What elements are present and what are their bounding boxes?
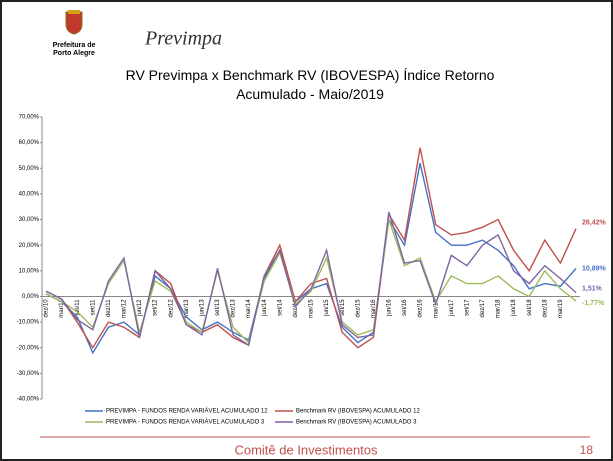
x-tick-label: mar/19	[558, 299, 564, 318]
legend-label: PREVIMPA - FUNDOS RENDA VARIÁVEL ACUMULA…	[106, 408, 268, 415]
y-tick-label: 40,00%	[19, 191, 40, 197]
x-tick-label: dez/18	[542, 299, 548, 318]
y-tick-label: -40,00%	[17, 397, 40, 403]
x-tick-label: mar/14	[246, 299, 252, 318]
legend-label: Benchmark RV (IBOVESPA) ACUMULADO 3	[296, 420, 417, 426]
y-tick-label: 0,00%	[22, 294, 40, 300]
end-label: 10,89%	[582, 265, 607, 272]
series-line	[45, 162, 577, 355]
x-tick-label: mar/15	[309, 299, 315, 318]
x-tick-label: jun/11	[75, 299, 81, 317]
x-tick-label: mar/17	[433, 299, 439, 318]
x-tick-label: dez/17	[480, 299, 486, 318]
end-label: -1,77%	[582, 300, 605, 307]
y-tick-label: 60,00%	[19, 140, 40, 146]
x-tick-label: jun/15	[324, 299, 330, 317]
y-tick-label: -20,00%	[17, 345, 40, 351]
x-tick-label: set/13	[215, 299, 221, 316]
y-tick-label: 10,00%	[19, 268, 40, 274]
x-tick-label: mar/16	[371, 299, 377, 318]
x-tick-label: dez/13	[231, 299, 237, 318]
x-tick-label: set/16	[402, 299, 408, 316]
x-tick-label: dez/11	[106, 299, 112, 317]
x-tick-label: jun/16	[387, 299, 393, 317]
y-tick-label: 20,00%	[19, 243, 40, 249]
series-line	[45, 147, 577, 350]
logo-text: Porto Alegre	[53, 50, 95, 57]
y-tick-label: -10,00%	[17, 320, 40, 326]
x-tick-label: dez/10	[44, 299, 50, 318]
x-tick-label: dez/15	[355, 299, 361, 318]
x-tick-label: jun/14	[262, 299, 268, 317]
y-tick-label: 30,00%	[19, 217, 40, 223]
series-line	[45, 211, 577, 347]
x-tick-label: jun/18	[511, 299, 517, 317]
page-number: 18	[580, 443, 594, 457]
x-tick-label: dez/12	[168, 299, 174, 318]
x-tick-label: set/12	[153, 299, 159, 316]
x-tick-label: dez/16	[418, 299, 424, 318]
brand: Previmpa	[144, 28, 222, 50]
footer-text: Comitê de Investimentos	[234, 442, 378, 457]
legend-label: Benchmark RV (IBOVESPA) ACUMULADO 12	[296, 409, 420, 415]
x-tick-label: set/18	[527, 299, 533, 316]
x-tick-label: mar/11	[59, 299, 65, 318]
x-tick-label: jun/12	[137, 299, 143, 317]
x-tick-label: mar/12	[122, 299, 128, 318]
chart-title: RV Previmpa x Benchmark RV (IBOVESPA) Ín…	[125, 67, 495, 102]
logo-shield	[65, 11, 83, 35]
x-tick-label: jun/13	[199, 299, 205, 317]
x-tick-label: set/15	[340, 299, 346, 316]
x-tick-label: jun/17	[449, 299, 455, 317]
x-tick-label: mar/13	[184, 299, 190, 318]
x-tick-label: mar/18	[496, 299, 502, 318]
logo-text: Prefeitura de	[53, 42, 96, 49]
x-tick-label: set/17	[464, 299, 470, 316]
end-label: 1,51%	[582, 285, 603, 292]
x-tick-label: set/11	[90, 299, 96, 316]
y-tick-label: 50,00%	[19, 166, 40, 172]
x-tick-label: set/14	[277, 299, 283, 316]
logo-crown	[68, 10, 80, 14]
y-tick-label: 70,00%	[19, 115, 40, 121]
x-tick-label: dez/14	[293, 299, 299, 318]
end-label: 26,42%	[582, 220, 607, 227]
legend-label: PREVIMPA - FUNDOS RENDA VARIÁVEL ACUMULA…	[106, 419, 265, 426]
y-tick-label: -30,00%	[17, 371, 40, 377]
